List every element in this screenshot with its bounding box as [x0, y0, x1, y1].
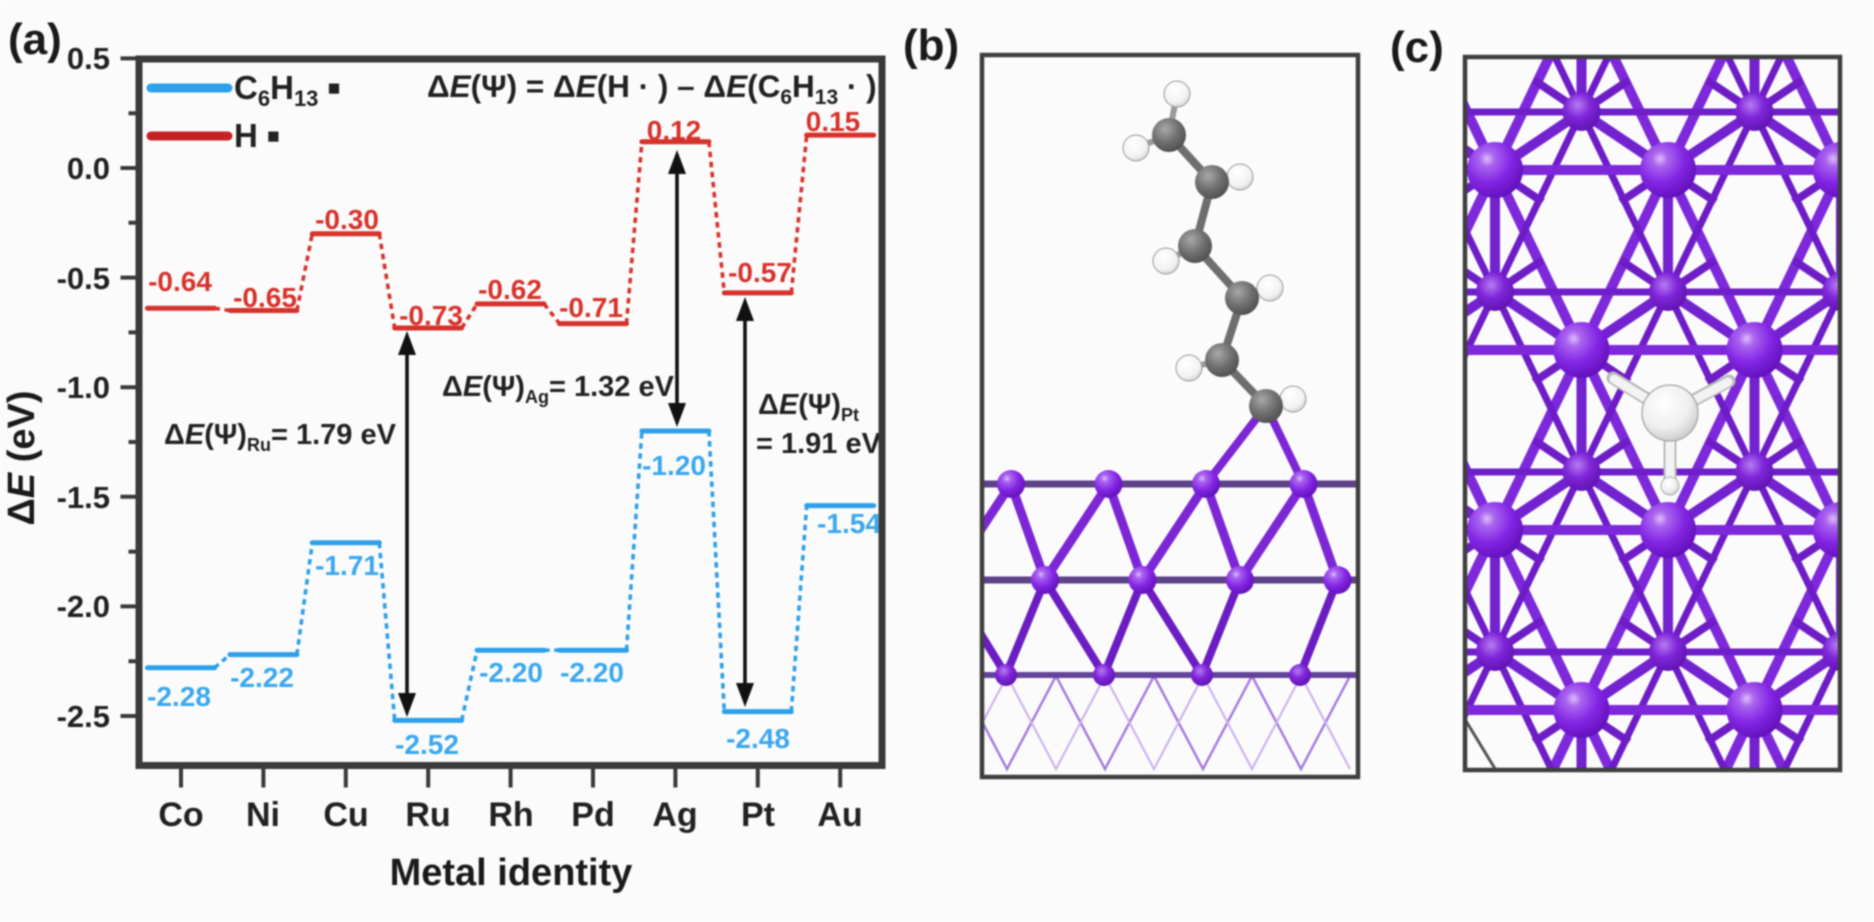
svg-text:0.5: 0.5 — [67, 41, 110, 76]
svg-text:-0.30: -0.30 — [315, 204, 379, 235]
svg-text:-2.20: -2.20 — [560, 657, 624, 688]
svg-text:-0.64: -0.64 — [148, 266, 212, 297]
svg-text:(b): (b) — [903, 21, 959, 70]
svg-text:-1.71: -1.71 — [315, 550, 379, 581]
svg-text:-2.5: -2.5 — [57, 699, 110, 734]
svg-text:-1.54: -1.54 — [817, 508, 881, 539]
svg-text:Ag: Ag — [652, 796, 697, 834]
svg-text:Ni: Ni — [246, 796, 280, 834]
svg-text:Pd: Pd — [571, 796, 614, 834]
svg-text:(a): (a) — [8, 15, 62, 64]
svg-text:-2.0: -2.0 — [57, 589, 110, 624]
svg-text:Rh: Rh — [488, 796, 533, 834]
svg-text:-0.57: -0.57 — [728, 257, 792, 288]
svg-text:ΔE(Ψ)Pt: ΔE(Ψ)Pt — [758, 389, 859, 425]
svg-text:ΔE (eV): ΔE (eV) — [1, 390, 43, 525]
svg-text:-0.65: -0.65 — [233, 282, 297, 313]
svg-text:-0.62: -0.62 — [478, 274, 542, 305]
svg-text:0.12: 0.12 — [647, 115, 702, 146]
svg-text:0.0: 0.0 — [67, 151, 110, 186]
svg-text:-2.22: -2.22 — [230, 662, 294, 693]
svg-text:ΔE(Ψ)Ag= 1.32 eV: ΔE(Ψ)Ag= 1.32 eV — [442, 371, 675, 407]
svg-text:-2.28: -2.28 — [147, 681, 211, 712]
svg-text:Au: Au — [817, 796, 862, 834]
svg-text:-2.52: -2.52 — [395, 729, 459, 760]
svg-text:(c): (c) — [1390, 23, 1444, 72]
svg-text:-2.20: -2.20 — [479, 657, 543, 688]
svg-text:Ru: Ru — [405, 796, 450, 834]
svg-text:-0.71: -0.71 — [559, 292, 623, 323]
svg-text:Pt: Pt — [741, 796, 775, 834]
svg-text:Metal identity: Metal identity — [390, 852, 633, 894]
svg-text:-1.0: -1.0 — [57, 370, 110, 405]
svg-text:-1.20: -1.20 — [642, 450, 706, 481]
svg-text:Cu: Cu — [323, 796, 368, 834]
svg-text:-0.73: -0.73 — [399, 300, 463, 331]
svg-text:0.15: 0.15 — [806, 106, 861, 137]
svg-text:ΔE(Ψ) = ΔE(H · ) – ΔE(C6H13 ·: ΔE(Ψ) = ΔE(H · ) – ΔE(C6H13 · ) — [427, 68, 877, 109]
svg-text:-0.5: -0.5 — [57, 261, 110, 296]
svg-text:Co: Co — [158, 796, 203, 834]
svg-text:= 1.91 eV: = 1.91 eV — [756, 428, 882, 460]
svg-text:C6H13 ■: C6H13 ■ — [234, 69, 340, 111]
svg-text:-2.48: -2.48 — [726, 723, 790, 754]
svg-text:-1.5: -1.5 — [57, 480, 110, 515]
svg-text:ΔE(Ψ)Ru= 1.79 eV: ΔE(Ψ)Ru= 1.79 eV — [164, 419, 397, 455]
